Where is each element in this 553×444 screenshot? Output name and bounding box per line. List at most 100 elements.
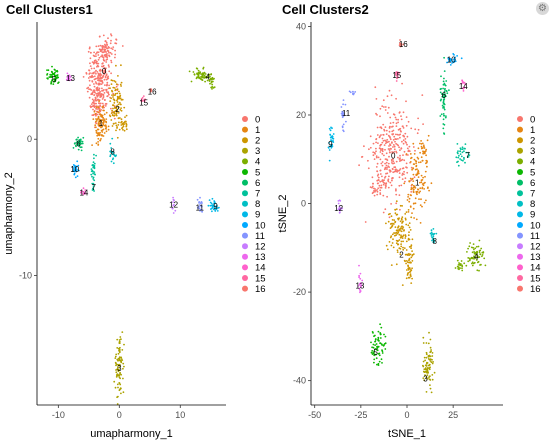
data-point-cluster-3 [425,356,428,359]
data-point-cluster-1 [416,172,419,175]
data-point-cluster-13 [359,277,362,280]
legend-key-3 [242,147,248,154]
data-point-cluster-5 [47,77,49,80]
data-point-cluster-3 [118,339,121,341]
data-point-cluster-2 [114,122,117,124]
settings-icon[interactable]: ⚙ [536,2,549,15]
data-point-cluster-9 [215,206,217,209]
data-point-cluster-14 [462,90,465,92]
data-point-cluster-0 [112,92,115,95]
data-point-cluster-2 [394,226,397,229]
legend-label-3: 3 [255,146,260,157]
legend-key-2 [242,137,248,144]
data-point-cluster-3 [118,356,121,358]
data-point-cluster-0 [387,162,390,165]
data-point-cluster-7 [461,148,464,151]
data-point-cluster-0 [103,67,106,69]
data-point-cluster-0 [380,149,382,152]
data-point-cluster-4 [483,257,486,260]
data-point-cluster-0 [95,69,97,72]
data-point-cluster-0 [395,193,398,196]
data-point-cluster-0 [395,188,397,191]
data-point-cluster-9 [213,205,216,208]
data-point-cluster-10 [456,55,458,57]
data-point-cluster-5 [376,363,378,366]
data-point-cluster-1 [423,188,425,190]
data-point-cluster-4 [473,258,475,260]
cluster-label-15: 15 [392,71,401,80]
data-point-cluster-1 [100,129,103,132]
data-point-cluster-0 [388,89,391,92]
data-point-cluster-0 [92,91,94,94]
data-point-cluster-10 [73,172,76,175]
data-point-cluster-0 [121,45,124,47]
data-point-cluster-3 [116,368,118,371]
cluster-label-16: 16 [148,88,157,97]
data-point-cluster-0 [93,75,96,78]
data-point-cluster-0 [91,105,94,108]
data-point-cluster-6 [78,140,81,143]
data-point-cluster-0 [404,177,407,180]
data-point-cluster-5 [374,344,376,346]
data-point-cluster-9 [216,207,219,210]
data-point-cluster-0 [110,61,113,64]
data-point-cluster-10 [72,166,74,169]
data-point-cluster-5 [371,331,374,333]
data-point-cluster-5 [51,74,53,76]
data-point-cluster-4 [454,267,457,269]
data-point-cluster-0 [88,47,91,50]
data-point-cluster-4 [472,243,475,246]
data-point-cluster-6 [445,80,448,82]
data-point-cluster-1 [420,140,422,142]
data-point-cluster-0 [102,71,105,74]
x-tick-label: -50 [308,410,321,420]
data-point-cluster-6 [75,138,78,141]
data-point-cluster-14 [82,187,85,190]
data-point-cluster-0 [101,65,103,68]
data-point-cluster-9 [211,205,214,208]
data-point-cluster-3 [424,359,426,362]
legend-label-0: 0 [255,114,260,125]
data-point-cluster-4 [209,75,211,78]
data-point-cluster-0 [396,169,399,172]
data-point-cluster-12 [172,204,175,207]
data-point-cluster-0 [375,166,378,168]
data-point-cluster-0 [392,162,394,165]
data-point-cluster-0 [404,180,406,183]
data-point-cluster-0 [392,129,395,132]
data-point-cluster-2 [118,128,121,131]
data-point-cluster-0 [102,76,104,78]
data-point-cluster-0 [108,51,110,54]
data-point-cluster-14 [84,192,87,195]
x-tick-label: 0 [117,410,122,420]
data-point-cluster-0 [387,186,390,189]
data-point-cluster-0 [106,83,108,86]
data-point-cluster-1 [419,181,421,184]
data-point-cluster-3 [114,355,117,358]
data-point-cluster-0 [94,81,97,83]
data-point-cluster-0 [395,133,397,136]
data-point-cluster-1 [101,134,103,137]
data-point-cluster-5 [373,350,375,353]
data-point-cluster-0 [386,166,388,169]
data-point-cluster-0 [99,79,102,82]
data-point-cluster-2 [110,97,113,100]
data-point-cluster-0 [95,45,98,48]
data-point-cluster-0 [99,105,101,108]
data-point-cluster-6 [445,115,447,117]
data-point-cluster-2 [407,209,410,211]
data-point-cluster-11 [198,207,201,210]
chart-panel-2: Cell Clusters2012345678910111213141516-5… [277,2,541,440]
data-point-cluster-2 [394,208,396,211]
data-point-cluster-0 [397,118,399,121]
data-point-cluster-3 [115,362,117,365]
data-point-cluster-2 [402,246,404,249]
data-point-cluster-5 [383,343,386,345]
data-point-cluster-9 [215,208,218,211]
data-point-cluster-1 [417,157,420,160]
data-point-cluster-0 [389,147,392,150]
data-point-cluster-0 [386,159,389,162]
data-point-cluster-0 [367,167,370,170]
data-point-cluster-0 [92,108,94,111]
data-point-cluster-0 [94,91,96,94]
